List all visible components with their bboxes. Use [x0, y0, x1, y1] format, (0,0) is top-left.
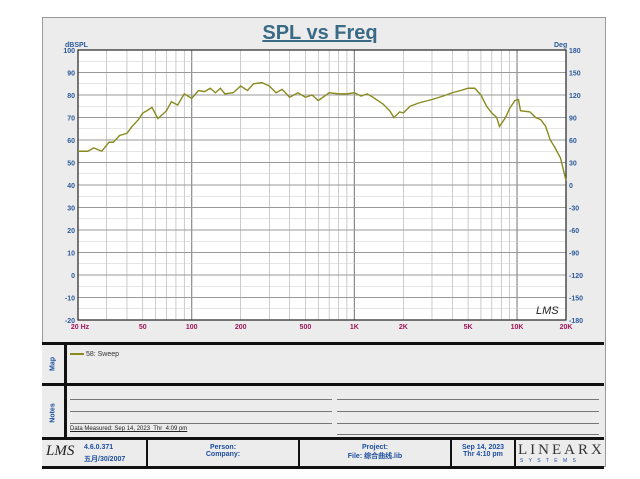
x-tick-label: 5K [464, 324, 473, 331]
x-tick-label: 50 [139, 324, 147, 331]
notes-line [70, 423, 332, 424]
legend-label: 58: Sweep [85, 351, 120, 358]
x-tick-label: 500 [300, 324, 312, 331]
legend-item[interactable]: 58: Sweep [70, 351, 119, 358]
y-tick-label: 40 [67, 183, 75, 190]
y-tick-label: 100 [63, 48, 75, 55]
y-tick-label: 0 [71, 273, 75, 280]
y2-tick-label: -120 [569, 273, 583, 280]
notes-label: Notes [49, 403, 57, 423]
build-date: 五月/30/2007 [84, 456, 126, 463]
y2-tick-label: 60 [569, 138, 577, 145]
y2-axis-label: Deg [554, 42, 567, 49]
time: Thr 4:10 pm [463, 451, 503, 458]
x-tick-label: 20 Hz [71, 324, 90, 331]
y2-tick-label: -180 [569, 318, 583, 325]
notes-line [337, 411, 599, 412]
y-axis-label: dBSPL [65, 42, 89, 49]
y2-tick-label: -150 [569, 296, 583, 303]
notes-side-label: Notes [42, 386, 67, 440]
y-tick-label: -10 [65, 296, 75, 303]
x-tick-label: 1K [350, 324, 359, 331]
linearx-logo: LINEARX [518, 442, 605, 458]
data-measured: Data Measured: Sep 14, 2023 Thr 4:09 pm [70, 426, 188, 432]
lms-watermark: LMS [536, 305, 559, 317]
y-tick-label: 20 [67, 228, 75, 235]
legend-swatch [70, 353, 84, 356]
company: Company: [205, 451, 241, 458]
footer: LMS 4.6.0.371 五月/30/2007 Person: Company… [42, 437, 604, 469]
notes-line [337, 399, 599, 400]
y2-tick-label: 120 [569, 93, 581, 100]
person: Person: [209, 444, 237, 451]
y-tick-label: 50 [67, 161, 75, 168]
version: 4.6.0.371 [84, 444, 114, 451]
x-tick-label: 200 [235, 324, 247, 331]
chart-title: SPL vs Freq [262, 22, 378, 44]
y2-tick-label: 30 [569, 161, 577, 168]
notes-line [337, 434, 599, 435]
map-panel: Map 58: Sweep [42, 342, 604, 383]
y2-tick-label: 180 [569, 48, 581, 55]
x-tick-label: 100 [186, 324, 198, 331]
y-tick-label: 80 [67, 93, 75, 100]
y2-tick-label: -90 [569, 251, 579, 258]
footer-person-cell: Person: Company: [148, 440, 300, 466]
series-line-sweep [78, 81, 567, 181]
y-tick-label: -20 [65, 318, 75, 325]
y-tick-label: 90 [67, 71, 75, 78]
y2-tick-label: -60 [569, 228, 579, 235]
y2-tick-label: 150 [569, 71, 581, 78]
map-side-label: Map [42, 345, 67, 383]
notes-line [337, 423, 599, 424]
notes-line [70, 399, 332, 400]
x-tick-label: 10K [511, 324, 524, 331]
notes-line [70, 411, 332, 412]
map-label: Map [49, 357, 57, 371]
x-tick-label: 2K [399, 324, 408, 331]
y2-tick-label: -30 [569, 206, 579, 213]
y-tick-label: 60 [67, 138, 75, 145]
footer-version-cell: LMS 4.6.0.371 五月/30/2007 [42, 440, 148, 466]
project: Project: [361, 444, 389, 451]
y-tick-label: 10 [67, 251, 75, 258]
y-tick-label: 70 [67, 116, 75, 123]
y-tick-label: 30 [67, 206, 75, 213]
notes-panel: Notes Data Measured: Sep 14, 2023 Thr 4:… [42, 383, 604, 440]
y2-tick-label: 0 [569, 183, 573, 190]
footer-project-cell: Project: File: 综合曲线.lib [300, 440, 452, 466]
footer-date-cell: Sep 14, 2023 Thr 4:10 pm [452, 440, 516, 466]
y2-tick-label: 90 [569, 116, 577, 123]
linearx-sub: S Y S T E M S [520, 458, 578, 464]
lms-logo: LMS [46, 443, 75, 459]
date: Sep 14, 2023 [461, 444, 505, 451]
file: File: 综合曲线.lib [347, 453, 403, 460]
plot-border [77, 49, 567, 321]
x-tick-label: 20K [560, 324, 573, 331]
